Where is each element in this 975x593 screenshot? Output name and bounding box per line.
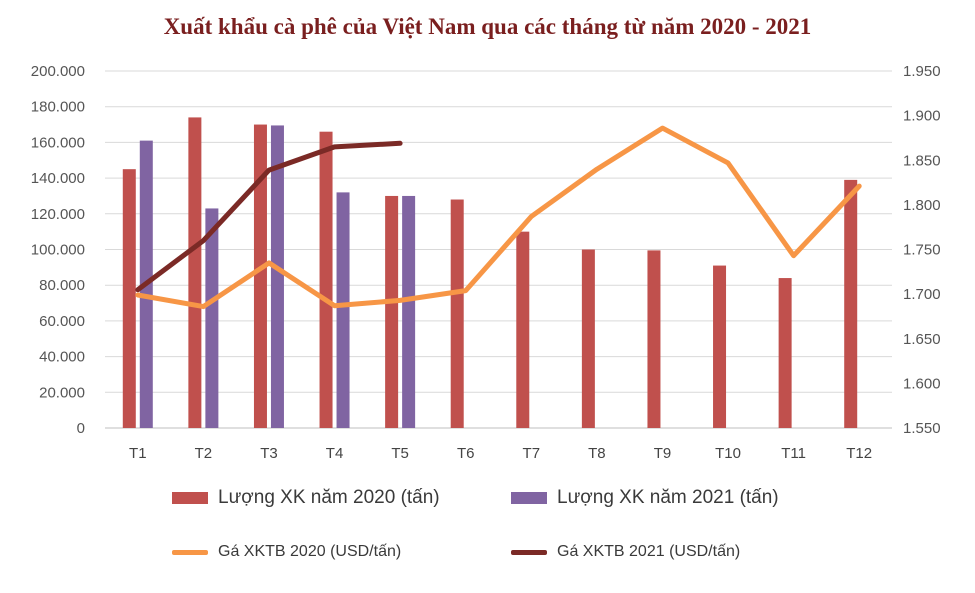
x-tick-label: T6 (457, 445, 475, 462)
x-tick-label: T1 (129, 445, 147, 462)
bar-2021-volume (402, 195, 416, 428)
y-right-tick-label: 1.600 (903, 375, 941, 392)
bar-2020-volume (647, 250, 661, 428)
line-2021-price (135, 140, 403, 293)
chart-title: Xuất khẩu cà phê của Việt Nam qua các th… (163, 14, 812, 39)
x-tick-label: T12 (846, 445, 872, 462)
y-right-tick-label: 1.950 (903, 63, 941, 80)
x-tick-label: T10 (715, 445, 741, 462)
y-left-tick-label: 200.000 (31, 63, 85, 80)
bar-2020-volume (581, 249, 595, 428)
x-tick-label: T9 (654, 445, 672, 462)
legend-item-2021-price: Gá XKTB 2021 (USD/tấn) (511, 543, 740, 561)
legend-swatch-2021-price (511, 549, 547, 555)
y-left-tick-label: 140.000 (31, 170, 85, 187)
bar-2020-volume (122, 169, 136, 429)
y-right-tick-label: 1.650 (903, 331, 941, 348)
y-left-tick-label: 0 (77, 420, 85, 437)
bar-2020-volume (319, 131, 333, 428)
x-tick-label: T5 (391, 445, 409, 462)
bar-2020-volume (450, 199, 464, 428)
y-left-tick-label: 100.000 (31, 242, 85, 259)
x-tick-label: T11 (781, 445, 806, 462)
legend-label-2020-volume: Lượng XK năm 2020 (tấn) (218, 487, 440, 508)
line-2020-price (135, 125, 862, 310)
x-tick-label: T7 (523, 445, 541, 462)
bar-2021-volume (205, 208, 219, 428)
bar-2021-volume (336, 192, 350, 428)
x-tick-label: T3 (260, 445, 278, 462)
bar-2020-volume (385, 195, 399, 428)
legend-item-2020-price: Gá XKTB 2020 (USD/tấn) (172, 543, 401, 561)
legend-swatch-2020-volume (172, 492, 208, 504)
x-tick-label: T2 (195, 445, 213, 462)
legend-swatch-2021-volume (511, 492, 547, 504)
y-right-tick-label: 1.750 (903, 242, 941, 259)
legend-swatch-2020-price (172, 549, 208, 555)
x-tick-label: T8 (588, 445, 606, 462)
y-right-tick-label: 1.900 (903, 108, 941, 125)
y-left-tick-label: 20.000 (39, 384, 85, 401)
y-right-tick-label: 1.850 (903, 152, 941, 169)
bar-2020-volume (713, 265, 727, 428)
y-left-tick-label: 160.000 (31, 134, 85, 151)
legend-label-2020-price: Gá XKTB 2020 (USD/tấn) (218, 543, 402, 560)
legend-label-2021-volume: Lượng XK năm 2021 (tấn) (557, 487, 779, 508)
y-left-tick-label: 40.000 (39, 349, 85, 366)
y-right-tick-label: 1.800 (903, 197, 941, 214)
bar-2021-volume (270, 125, 284, 428)
y-left-tick-label: 60.000 (39, 313, 85, 330)
y-left-tick-label: 180.000 (31, 99, 85, 116)
legend-item-2020-volume: Lượng XK năm 2020 (tấn) (172, 487, 440, 509)
x-tick-label: T4 (326, 445, 344, 462)
y-left-tick-label: 120.000 (31, 206, 85, 223)
bar-2020-volume (253, 124, 267, 429)
bar-2020-volume (844, 179, 858, 428)
y-right-tick-label: 1.700 (903, 286, 941, 303)
y-right-tick-label: 1.550 (903, 420, 941, 437)
legend-label-2021-price: Gá XKTB 2021 (USD/tấn) (557, 543, 741, 560)
bar-2020-volume (778, 278, 792, 428)
legend-item-2021-volume: Lượng XK năm 2021 (tấn) (511, 487, 779, 509)
y-left-tick-label: 80.000 (39, 277, 85, 294)
bar-2020-volume (516, 231, 530, 428)
bar-2020-volume (188, 117, 202, 428)
